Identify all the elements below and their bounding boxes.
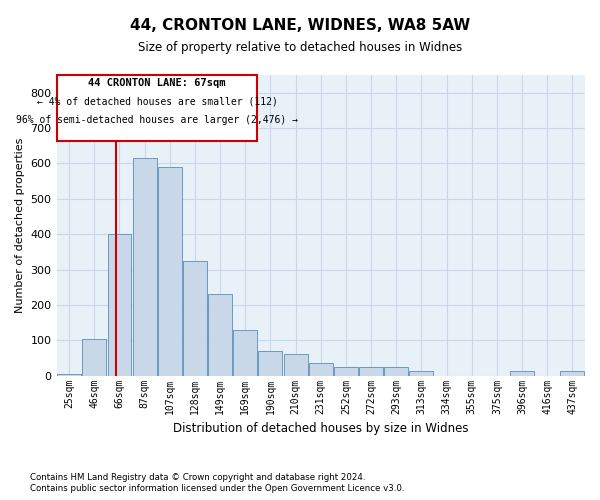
X-axis label: Distribution of detached houses by size in Widnes: Distribution of detached houses by size … [173,422,469,435]
Bar [208,294,232,376]
Text: 44 CRONTON LANE: 67sqm: 44 CRONTON LANE: 67sqm [88,78,226,88]
Bar [284,354,308,376]
Bar [107,234,131,376]
Bar [57,374,81,376]
Bar [309,364,333,376]
Bar [359,367,383,376]
Text: 96% of semi-detached houses are larger (2,476) →: 96% of semi-detached houses are larger (… [16,116,298,126]
Text: Contains public sector information licensed under the Open Government Licence v3: Contains public sector information licen… [30,484,404,493]
Text: Size of property relative to detached houses in Widnes: Size of property relative to detached ho… [138,41,462,54]
Bar [82,339,106,376]
Bar [158,167,182,376]
Bar [133,158,157,376]
Bar [233,330,257,376]
Bar [560,372,584,376]
Bar [259,351,283,376]
Bar [334,367,358,376]
Text: Contains HM Land Registry data © Crown copyright and database right 2024.: Contains HM Land Registry data © Crown c… [30,472,365,482]
Text: ← 4% of detached houses are smaller (112): ← 4% of detached houses are smaller (112… [37,96,277,106]
Y-axis label: Number of detached properties: Number of detached properties [15,138,25,313]
Bar [385,367,408,376]
Text: 44, CRONTON LANE, WIDNES, WA8 5AW: 44, CRONTON LANE, WIDNES, WA8 5AW [130,18,470,32]
Bar [183,260,207,376]
Bar [510,372,534,376]
Bar [409,372,433,376]
